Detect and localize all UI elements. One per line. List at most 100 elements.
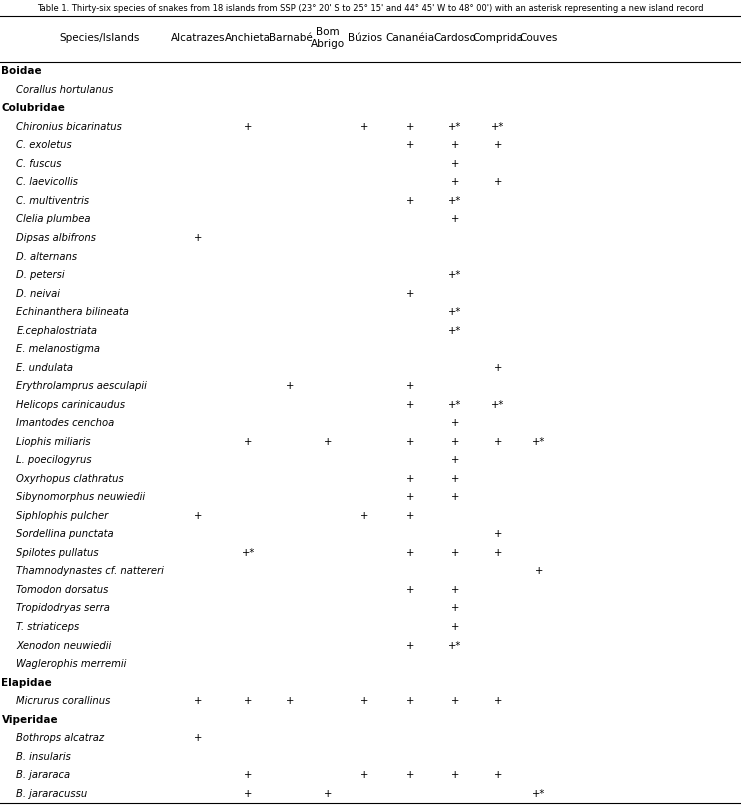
Text: Xenodon neuwiedii: Xenodon neuwiedii	[16, 641, 112, 650]
Text: Elapidae: Elapidae	[1, 678, 52, 688]
Text: +: +	[244, 696, 253, 706]
Text: L. poecilogyrus: L. poecilogyrus	[16, 455, 92, 466]
Text: E. melanostigma: E. melanostigma	[16, 344, 100, 354]
Text: Chironius bicarinatus: Chironius bicarinatus	[16, 122, 122, 132]
Text: +: +	[451, 159, 459, 169]
Text: Waglerophis merremii: Waglerophis merremii	[16, 659, 127, 669]
Text: Bom
Abrigo: Bom Abrigo	[311, 27, 345, 48]
Text: +: +	[405, 399, 414, 410]
Text: +*: +*	[532, 437, 545, 447]
Text: +*: +*	[448, 196, 462, 206]
Text: Corallus hortulanus: Corallus hortulanus	[16, 85, 113, 94]
Text: E. undulata: E. undulata	[16, 362, 73, 373]
Text: +: +	[405, 696, 414, 706]
Text: +: +	[451, 140, 459, 150]
Text: B. jararacussu: B. jararacussu	[16, 788, 87, 799]
Text: +: +	[405, 196, 414, 206]
Text: C. laevicollis: C. laevicollis	[16, 178, 79, 187]
Text: +*: +*	[491, 122, 505, 132]
Text: Micrurus corallinus: Micrurus corallinus	[16, 696, 110, 706]
Text: B. insularis: B. insularis	[16, 751, 71, 762]
Text: +: +	[405, 770, 414, 780]
Text: +: +	[405, 585, 414, 595]
Text: Búzios: Búzios	[348, 33, 382, 43]
Text: Cardoso: Cardoso	[433, 33, 476, 43]
Text: +: +	[494, 178, 502, 187]
Text: +*: +*	[448, 399, 462, 410]
Text: +: +	[360, 696, 369, 706]
Text: +: +	[405, 140, 414, 150]
Text: Sibynomorphus neuwiedii: Sibynomorphus neuwiedii	[16, 492, 145, 502]
Text: Echinanthera bilineata: Echinanthera bilineata	[16, 307, 129, 317]
Text: Imantodes cenchoa: Imantodes cenchoa	[16, 418, 115, 429]
Text: C. multiventris: C. multiventris	[16, 196, 90, 206]
Text: +: +	[451, 178, 459, 187]
Text: +: +	[494, 770, 502, 780]
Text: +*: +*	[448, 122, 462, 132]
Text: +*: +*	[448, 325, 462, 336]
Text: +*: +*	[242, 548, 255, 558]
Text: +: +	[451, 455, 459, 466]
Text: B. jararaca: B. jararaca	[16, 770, 70, 780]
Text: +: +	[494, 696, 502, 706]
Text: Anchieta: Anchieta	[225, 33, 271, 43]
Text: Colubridae: Colubridae	[1, 103, 65, 113]
Text: Thamnodynastes cf. nattereri: Thamnodynastes cf. nattereri	[16, 567, 165, 576]
Text: +: +	[405, 381, 414, 391]
Text: Clelia plumbea: Clelia plumbea	[16, 215, 91, 224]
Text: D. alternans: D. alternans	[16, 252, 77, 261]
Text: +: +	[244, 770, 253, 780]
Text: Tomodon dorsatus: Tomodon dorsatus	[16, 585, 109, 595]
Text: Species/Islands: Species/Islands	[60, 33, 140, 43]
Text: +: +	[451, 696, 459, 706]
Text: +: +	[194, 734, 203, 743]
Text: +: +	[451, 585, 459, 595]
Text: +: +	[360, 122, 369, 132]
Text: +: +	[494, 548, 502, 558]
Text: +: +	[194, 511, 203, 521]
Text: +: +	[286, 381, 295, 391]
Text: Erythrolamprus aesculapii: Erythrolamprus aesculapii	[16, 381, 147, 391]
Text: +*: +*	[532, 788, 545, 799]
Text: +: +	[534, 567, 543, 576]
Text: +: +	[494, 362, 502, 373]
Text: +: +	[451, 604, 459, 613]
Text: +: +	[405, 289, 414, 299]
Text: +: +	[360, 770, 369, 780]
Text: +: +	[451, 418, 459, 429]
Text: Spilotes pullatus: Spilotes pullatus	[16, 548, 99, 558]
Text: +*: +*	[448, 307, 462, 317]
Text: Boidae: Boidae	[1, 66, 42, 77]
Text: C. exoletus: C. exoletus	[16, 140, 72, 150]
Text: Dipsas albifrons: Dipsas albifrons	[16, 233, 96, 243]
Text: +: +	[324, 437, 333, 447]
Text: +: +	[405, 511, 414, 521]
Text: +*: +*	[491, 399, 505, 410]
Text: Helicops carinicaudus: Helicops carinicaudus	[16, 399, 125, 410]
Text: +*: +*	[448, 270, 462, 280]
Text: +: +	[360, 511, 369, 521]
Text: +: +	[324, 788, 333, 799]
Text: Bothrops alcatraz: Bothrops alcatraz	[16, 734, 104, 743]
Text: +: +	[405, 548, 414, 558]
Text: +: +	[451, 437, 459, 447]
Text: +: +	[405, 122, 414, 132]
Text: +: +	[405, 474, 414, 484]
Text: +: +	[244, 788, 253, 799]
Text: +: +	[194, 233, 203, 243]
Text: Oxyrhopus clathratus: Oxyrhopus clathratus	[16, 474, 124, 484]
Text: Comprida: Comprida	[473, 33, 523, 43]
Text: Tropidodryas serra: Tropidodryas serra	[16, 604, 110, 613]
Text: +: +	[451, 474, 459, 484]
Text: D. neivai: D. neivai	[16, 289, 60, 299]
Text: Alcatrazes: Alcatrazes	[171, 33, 226, 43]
Text: +*: +*	[448, 641, 462, 650]
Text: +: +	[405, 641, 414, 650]
Text: +: +	[244, 437, 253, 447]
Text: Table 1. Thirty-six species of snakes from 18 islands from SSP (23° 20' S to 25°: Table 1. Thirty-six species of snakes fr…	[37, 4, 704, 13]
Text: +: +	[451, 622, 459, 632]
Text: E.cephalostriata: E.cephalostriata	[16, 325, 97, 336]
Text: Cananéia: Cananéia	[385, 33, 434, 43]
Text: Siphlophis pulcher: Siphlophis pulcher	[16, 511, 108, 521]
Text: +: +	[494, 529, 502, 539]
